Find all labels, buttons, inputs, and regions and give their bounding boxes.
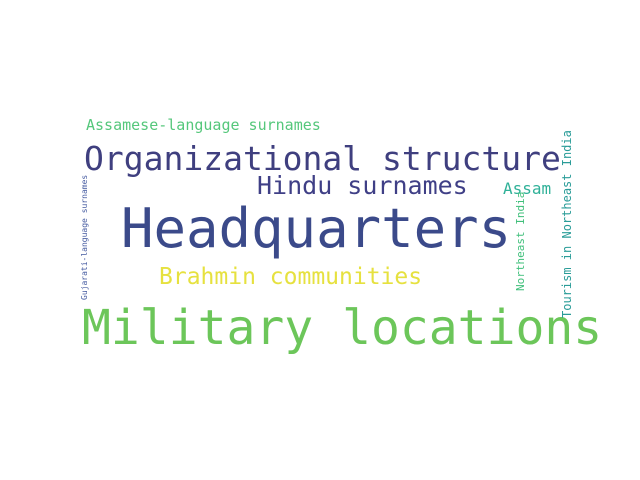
word-assamese-language-surnames: Assamese-language surnames bbox=[86, 116, 321, 134]
word-assam: Assam bbox=[503, 179, 552, 198]
word-tourism-in-northeast-india: Tourism in Northeast India bbox=[560, 130, 574, 318]
word-headquarters: Headquarters bbox=[121, 197, 512, 260]
word-hindu-surnames: Hindu surnames bbox=[257, 171, 468, 200]
word-organizational-structure: Organizational structure bbox=[84, 139, 561, 178]
word-military-locations: Military locations bbox=[82, 300, 603, 356]
word-brahmin-communities: Brahmin communities bbox=[159, 264, 423, 290]
word-northeast-india: Northeast India bbox=[514, 191, 527, 291]
word-gujarati-language-surnames: Gujarati-language surnames bbox=[80, 174, 89, 300]
